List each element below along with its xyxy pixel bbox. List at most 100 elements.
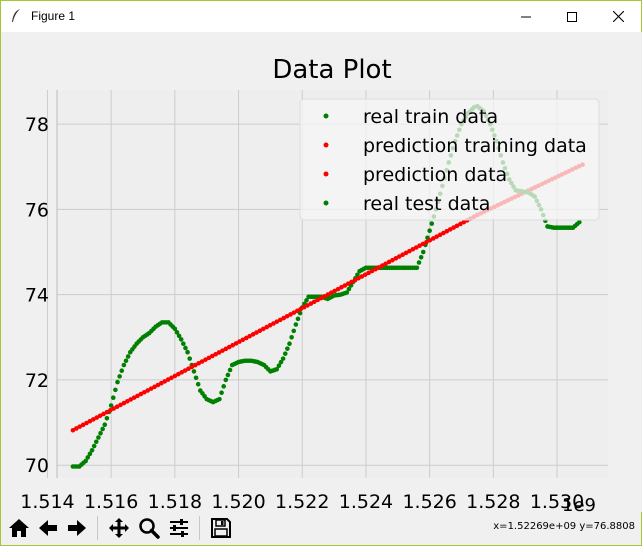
close-button[interactable] [595,1,641,32]
data-point [169,375,174,381]
data-point [183,345,188,351]
data-point [219,390,224,396]
data-point [441,230,446,236]
sliders-icon [170,519,188,537]
data-point [111,406,117,411]
data-point [366,270,371,276]
legend-marker [323,200,329,206]
legend-label: prediction data [363,164,507,186]
x-tick-label: 1.528 [466,491,520,512]
series-prediction-training-data [70,212,480,433]
data-point [230,342,235,348]
data-point [162,379,168,384]
data-point [254,330,259,335]
data-point [311,299,317,305]
data-point [87,451,93,457]
data-point [191,369,197,374]
forward-button[interactable] [63,514,91,542]
data-point [298,306,303,312]
data-point [93,439,99,445]
data-point [282,351,288,356]
data-point [186,366,191,372]
data-point [339,285,344,290]
data-point [577,219,582,225]
window-title: Figure 1 [31,9,76,23]
data-point [192,362,198,368]
data-point [257,328,263,334]
title-bar[interactable]: Figure 1 [1,1,641,32]
data-point [434,234,439,239]
data-point [94,415,100,420]
close-icon [612,11,624,22]
data-point [454,223,460,229]
data-point [138,391,144,397]
y-tick-label: 76 [25,199,49,221]
minimize-button[interactable] [503,1,549,32]
zoom-button[interactable] [135,514,163,542]
data-point [87,418,93,424]
data-point [250,332,256,337]
data-point [110,395,116,400]
data-point [115,379,120,385]
home-button[interactable] [5,514,33,542]
data-point [285,346,290,351]
data-point [291,310,297,315]
data-point [418,254,424,260]
data-point [199,359,205,364]
data-point [101,411,106,417]
data-point [424,239,429,245]
data-point [123,358,129,364]
data-point [335,286,341,292]
legend-label: real test data [363,193,490,215]
minimize-icon [521,16,531,17]
data-point [284,313,290,319]
data-point [145,388,151,393]
data-point [288,312,293,317]
data-point [206,355,212,361]
data-point [142,389,147,395]
floppy-icon [211,518,231,538]
data-point [216,350,222,355]
data-point [125,398,130,404]
data-point [97,413,103,419]
data-point [226,344,232,350]
save-button[interactable] [207,514,235,542]
data-point [427,228,432,234]
data-point [217,396,222,402]
data-point [281,315,286,321]
legend-label: real train data [363,106,498,128]
arrow-right-icon [68,520,86,536]
configure-subplots-button[interactable] [165,514,193,542]
data-point [294,308,300,314]
data-point [274,319,280,324]
legend-marker [323,113,329,119]
data-point [84,420,89,426]
navigation-toolbar: x=1.52269e+09 y=76.8808 [1,512,641,545]
data-point [342,283,348,288]
data-point [271,321,276,326]
maximize-button[interactable] [549,1,595,32]
back-button[interactable] [34,514,62,542]
data-point [427,237,433,243]
data-point [227,367,233,373]
data-point [349,279,354,285]
data-point [117,374,122,379]
data-point [172,373,178,379]
data-point [373,266,378,272]
data-point [119,368,125,373]
data-point [376,265,382,270]
data-point [125,354,131,359]
data-point [80,422,86,428]
x-tick-label: 1.514 [20,491,74,512]
data-point [322,294,327,299]
data-point [308,301,314,306]
data-point [70,427,76,433]
data-point [83,458,88,464]
data-point [108,408,113,413]
plot-figure[interactable]: 1.514 1.516 1.518 1.520 1.522 1.524 1.526 1.528… [2,32,642,512]
data-point [223,377,229,383]
pan-button[interactable] [105,514,133,542]
data-point [85,455,91,460]
data-point [451,225,456,230]
data-point [182,368,188,373]
